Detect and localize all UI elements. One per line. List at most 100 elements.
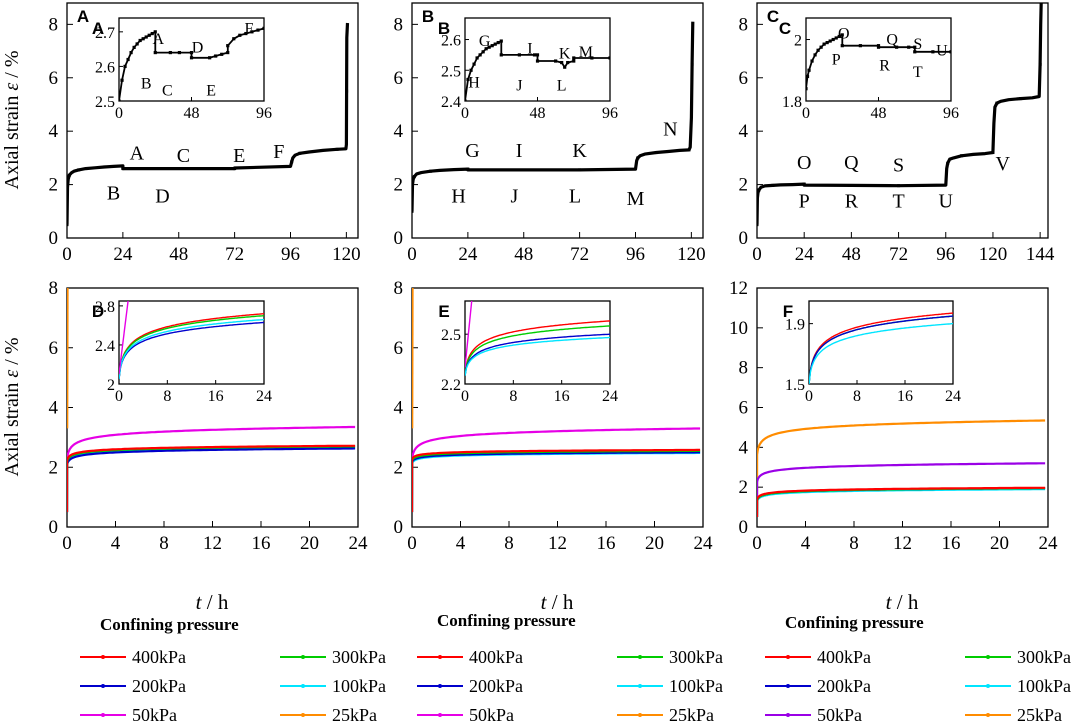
series-group [412, 21, 695, 213]
series-line [412, 21, 695, 212]
y-tick-label: 8 [739, 358, 749, 379]
data-point [1038, 62, 1042, 66]
inset-data-point [831, 37, 835, 42]
inset-panel-label: A [92, 19, 104, 38]
y-tick-label: 12 [729, 278, 748, 299]
inset-data-point [232, 37, 236, 41]
legend-label: 50kPa [132, 705, 177, 725]
data-point [102, 165, 106, 169]
inset-series-group [119, 26, 264, 101]
inset-data-point [837, 34, 841, 39]
x-tick-label: 24 [256, 388, 272, 405]
ylabel-symbol: ε [1, 370, 23, 378]
y-tick-label: 8 [394, 14, 404, 35]
inset-data-point [126, 57, 130, 62]
inset-axes-B: 0 48 96 2.4 2.5 2.6 G H I J KLM B [438, 17, 618, 122]
legend-label: 200kPa [469, 676, 523, 696]
y-tick-label: 4 [739, 121, 749, 142]
x-tick-label: 12 [203, 533, 222, 554]
inset-data-point [493, 42, 497, 46]
point-label: E [233, 145, 245, 167]
x-tick-label: 0 [407, 244, 417, 265]
legend-entry: 400kPa [765, 647, 871, 667]
x-tick-label: 96 [281, 244, 300, 265]
legend-swatch-marker [986, 713, 990, 717]
inset-point-label: Q [886, 32, 898, 49]
series-line-50kPa [67, 425, 356, 513]
inset-point-label: U [936, 42, 948, 59]
y-tick-label: 2 [394, 457, 404, 478]
y-axis-title-bottom: Axial strain ε / % [1, 338, 23, 477]
x-tick-label: 72 [225, 244, 244, 265]
inset-data-point [256, 28, 260, 32]
x-tick-label: 48 [871, 105, 887, 122]
y-tick-label: 2.4 [441, 94, 461, 111]
x-tick-label: 8 [159, 533, 169, 554]
series-group [757, 419, 1046, 518]
legend-label: 50kPa [817, 705, 862, 725]
legend-entry: 200kPa [417, 676, 523, 696]
inset-data-point [828, 39, 832, 43]
x-tick-label: 24 [795, 244, 815, 265]
data-point [771, 183, 775, 187]
series-line-50kPa [412, 427, 701, 513]
inset-data-point [475, 56, 479, 60]
data-point [345, 89, 349, 93]
inset-data-point [535, 59, 540, 63]
data-point [290, 160, 294, 164]
inset-panel-label: C [779, 19, 791, 38]
xlabel-symbol: t [196, 590, 203, 614]
inset-data-point [177, 50, 182, 55]
inset-data-point [472, 62, 476, 66]
inset-data-point [563, 65, 567, 69]
point-label: F [273, 141, 284, 163]
inset-series-line-100kPa [465, 336, 610, 376]
inset-data-point [876, 45, 881, 49]
point-label: I [516, 140, 523, 162]
legend-swatch-marker [638, 684, 642, 688]
inset-point-label: B [141, 76, 152, 93]
legend-entry: 400kPa [417, 647, 523, 667]
xlabel-unit: / h [202, 590, 229, 614]
point-label: J [511, 185, 519, 207]
y-tick-label: 6 [394, 338, 404, 359]
inset-data-point [810, 59, 814, 63]
y-tick-label: 8 [394, 278, 404, 299]
inset-point-label: G [479, 33, 491, 50]
data-point [687, 148, 691, 152]
data-point [991, 151, 995, 155]
data-point [412, 209, 414, 213]
inset-data-point [153, 50, 157, 55]
data-point [690, 62, 694, 66]
legend-label: 400kPa [132, 647, 186, 667]
y-tick-label: 0 [739, 517, 749, 538]
series-line-25kPa [757, 419, 1046, 518]
plot-frame [118, 17, 265, 102]
plot-frame [808, 300, 954, 385]
x-tick-label: 0 [62, 244, 72, 265]
x-tick-label: 72 [570, 244, 589, 265]
inset-point-label: E [206, 83, 216, 100]
inset-series-group [465, 39, 610, 101]
y-tick-label: 2 [49, 175, 59, 196]
x-tick-label: 24 [349, 533, 369, 554]
legend-label: 400kPa [817, 647, 871, 667]
inset-series-line-50kPa [465, 301, 473, 368]
xlabel-symbol: t [886, 590, 893, 614]
y-tick-label: 2.8 [95, 299, 115, 316]
point-label: G [465, 140, 479, 162]
legend-swatch-marker [101, 684, 105, 688]
x-tick-label: 16 [208, 388, 224, 405]
y-tick-label: 1.8 [782, 94, 802, 111]
inset-data-point [250, 30, 254, 34]
point-label: O [797, 152, 811, 174]
series-line-400kPa [412, 448, 701, 513]
y-tick-label: 8 [49, 278, 59, 299]
y-tick-label: 1.5 [785, 377, 805, 394]
data-point [67, 173, 71, 177]
x-tick-label: 0 [115, 388, 123, 405]
y-tick-label: 4 [49, 398, 59, 419]
point-label: P [799, 191, 810, 213]
y-tick-label: 6 [739, 398, 749, 419]
